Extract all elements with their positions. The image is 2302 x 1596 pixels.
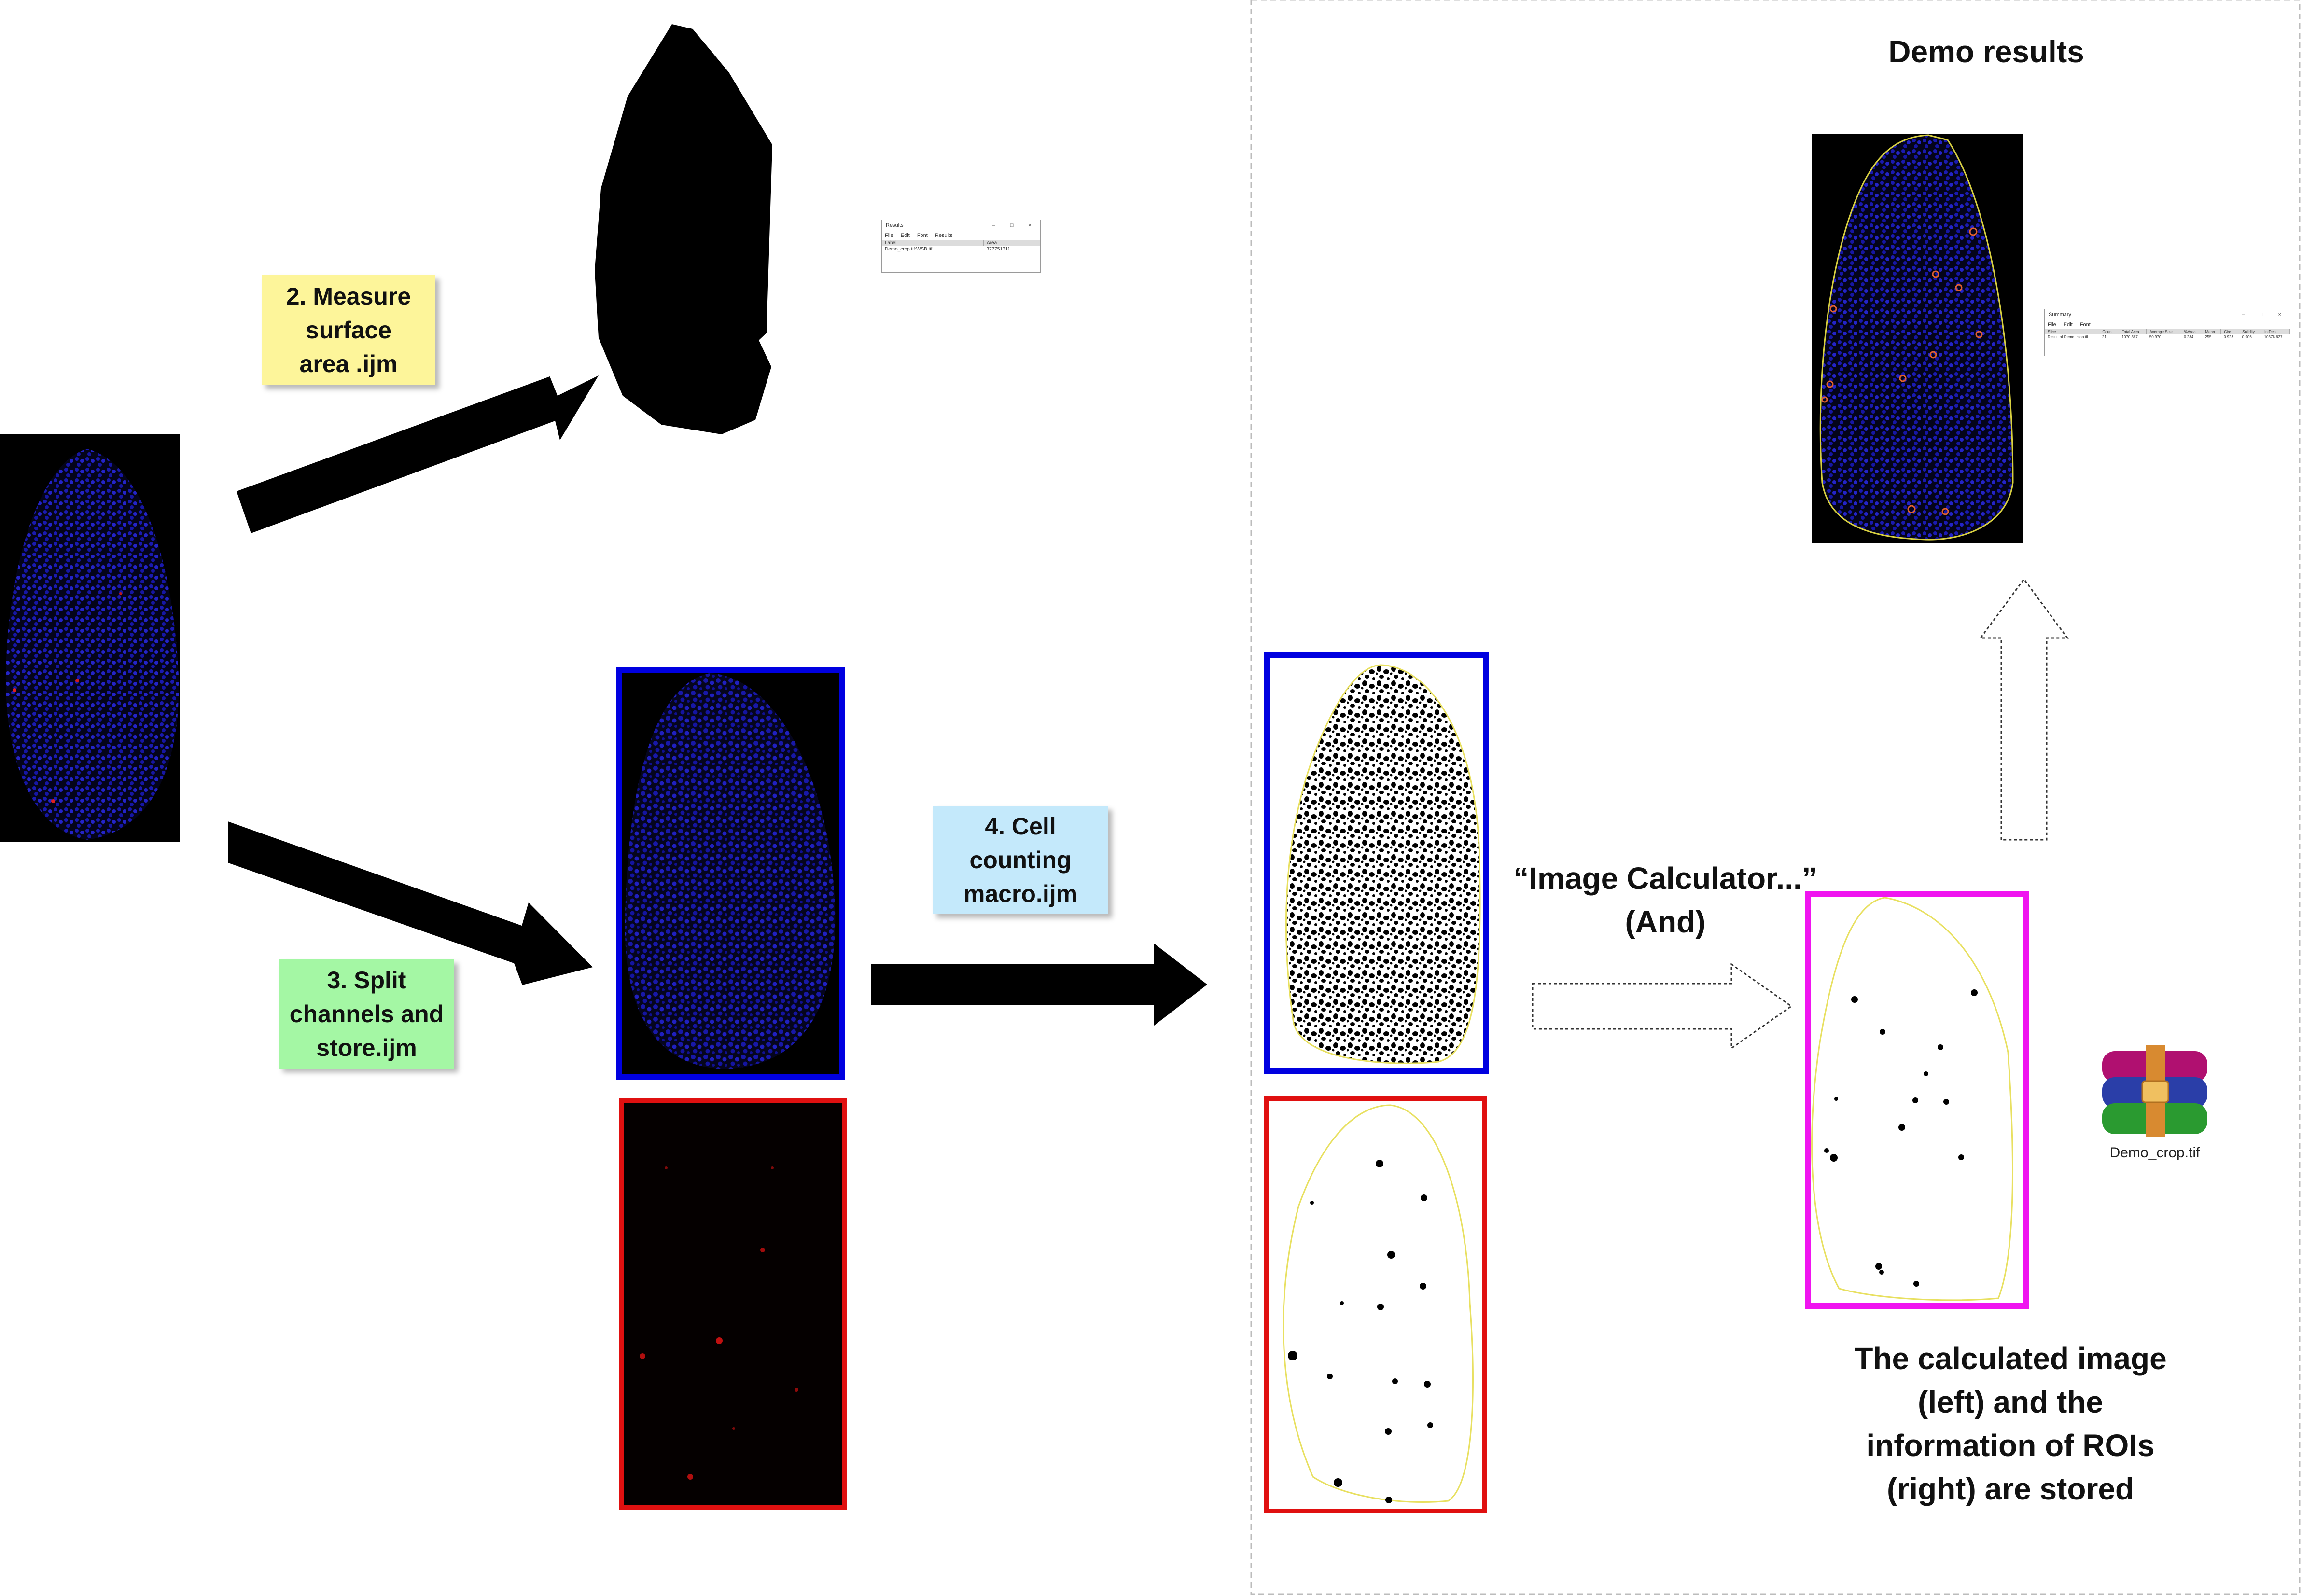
menu-edit[interactable]: Edit bbox=[2063, 322, 2073, 328]
menu-edit[interactable]: Edit bbox=[900, 233, 910, 238]
arrow-to-binary bbox=[871, 944, 1207, 1026]
table-row: Demo_crop.tif:WSB.tif 377751311 bbox=[882, 246, 1040, 252]
source-image bbox=[0, 434, 180, 842]
red-binary-image bbox=[1264, 1096, 1487, 1513]
menu-font[interactable]: Font bbox=[917, 233, 928, 238]
step-measure-note: 2. Measure surface area .ijm bbox=[262, 275, 435, 385]
results-table: Label Area Demo_crop.tif:WSB.tif 3777513… bbox=[882, 240, 1040, 252]
menu-file[interactable]: File bbox=[2048, 322, 2056, 328]
summary-cell: 0.928 bbox=[2223, 335, 2233, 339]
summary-cell: 50.970 bbox=[2149, 335, 2162, 339]
summary-header: Mean bbox=[2202, 329, 2221, 334]
step-count-note: 4. Cell counting macro.ijm bbox=[933, 806, 1108, 914]
step-split-note: 3. Split channels and store.ijm bbox=[279, 959, 454, 1069]
summary-window[interactable]: Summary – □ × File Edit Font Slice Count … bbox=[2044, 309, 2290, 356]
summary-header: Slice bbox=[2045, 329, 2100, 334]
blue-channel-image bbox=[616, 667, 845, 1080]
summary-table: Slice Count Total Area Average Size %Are… bbox=[2045, 329, 2290, 340]
results-header-label: Label bbox=[882, 240, 984, 246]
arrow-image-calculator bbox=[1532, 963, 1793, 1050]
demo-results-panel bbox=[1250, 0, 2301, 1595]
menu-file[interactable]: File bbox=[885, 233, 893, 238]
summary-cell: Result of Demo_crop.tif bbox=[2048, 335, 2088, 339]
summary-cell: 10378.627 bbox=[2264, 335, 2283, 339]
demo-result-image bbox=[1812, 134, 2023, 543]
summary-header: IntDen bbox=[2261, 329, 2290, 334]
blue-binary-image bbox=[1264, 652, 1489, 1074]
window-controls-icon[interactable]: – □ × bbox=[992, 222, 1038, 228]
summary-header: Circ. bbox=[2220, 329, 2240, 334]
results-cell-area: 377751311 bbox=[986, 247, 1010, 252]
archive-icon[interactable] bbox=[2102, 1045, 2207, 1137]
summary-window-menu: File Edit Font bbox=[2045, 320, 2290, 329]
summary-header: Average Size bbox=[2146, 329, 2181, 334]
image-calculator-label: “Image Calculator...” (And) bbox=[1513, 861, 1817, 939]
results-cell-label: Demo_crop.tif:WSB.tif bbox=[885, 247, 933, 252]
menu-font[interactable]: Font bbox=[2079, 322, 2091, 328]
arrow-to-split bbox=[228, 821, 593, 985]
arrow-to-results bbox=[1979, 578, 2069, 841]
summary-window-title: Summary bbox=[2049, 312, 2072, 318]
results-header-area: Area bbox=[983, 240, 1040, 246]
surface-mask-image bbox=[595, 24, 772, 434]
summary-cell: 255 bbox=[2204, 335, 2212, 339]
summary-cell: 21 bbox=[2102, 335, 2107, 339]
calculated-image bbox=[1805, 891, 2029, 1309]
archive-filename: Demo_crop.tif bbox=[2109, 1145, 2200, 1161]
menu-results[interactable]: Results bbox=[935, 233, 953, 238]
page-title: Demo results bbox=[1888, 34, 2084, 69]
summary-header: Total Area bbox=[2119, 329, 2147, 334]
summary-cell: 0.906 bbox=[2242, 335, 2252, 339]
summary-header: %Area bbox=[2181, 329, 2203, 334]
table-row: Result of Demo_crop.tif 21 1070.367 50.9… bbox=[2045, 334, 2290, 340]
results-window[interactable]: Results – □ × File Edit Font Results Labe… bbox=[881, 220, 1041, 273]
summary-cell: 1070.367 bbox=[2121, 335, 2138, 339]
summary-cell: 0.284 bbox=[2184, 335, 2194, 339]
summary-header: Solidity bbox=[2239, 329, 2262, 334]
stored-caption: The calculated image (left) and the info… bbox=[1854, 1341, 2167, 1506]
summary-header: Count bbox=[2099, 329, 2119, 334]
red-channel-image bbox=[619, 1098, 847, 1510]
results-window-title: Results bbox=[886, 222, 904, 228]
window-controls-icon[interactable]: – □ × bbox=[2242, 312, 2288, 318]
results-window-menu: File Edit Font Results bbox=[882, 231, 1040, 240]
arrow-to-measure bbox=[237, 375, 599, 533]
